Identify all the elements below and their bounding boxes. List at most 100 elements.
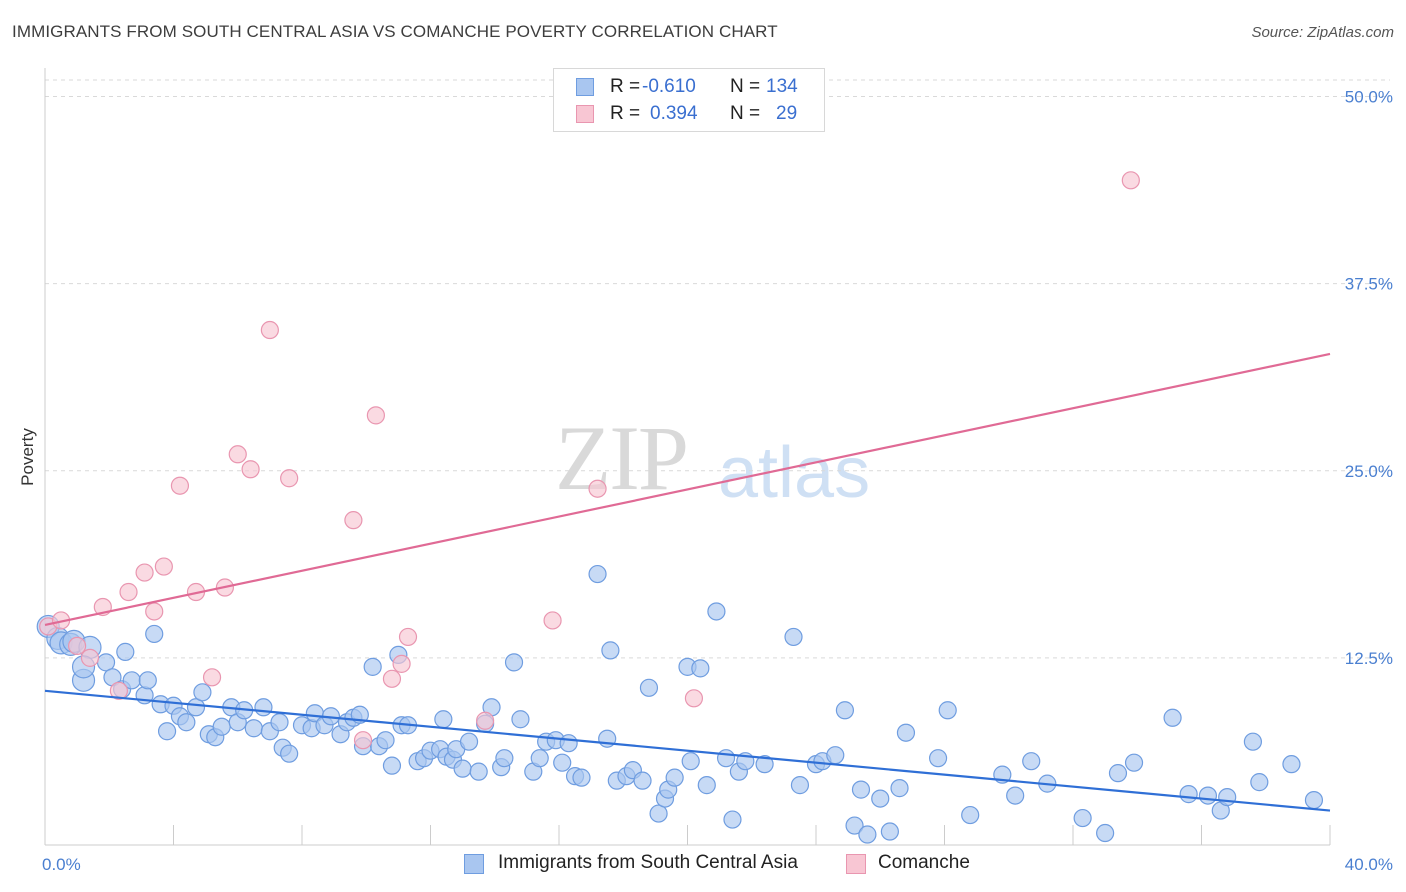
y-tick-label: 25.0% (1345, 462, 1393, 481)
point-comanche (476, 711, 495, 730)
point-comanche (398, 627, 418, 647)
watermark-zip: ZIP (555, 407, 689, 509)
point-immigrants (1243, 732, 1263, 751)
trend-line-comanche (44, 352, 1331, 627)
point-immigrants (588, 564, 607, 584)
point-immigrants (1218, 787, 1237, 807)
point-immigrants (649, 804, 668, 823)
point-immigrants (212, 717, 231, 736)
bottom-legend-label-series-1: Immigrants from South Central Asia (498, 852, 798, 873)
y-tick-label: 50.0% (1345, 88, 1393, 107)
point-comanche (280, 469, 299, 488)
point-immigrants (697, 776, 716, 795)
point-immigrants (1073, 808, 1092, 828)
point-immigrants (280, 744, 299, 763)
watermark-atlas: atlas (718, 433, 871, 513)
point-comanche (588, 479, 607, 498)
point-immigrants (572, 768, 591, 787)
point-immigrants (434, 710, 453, 729)
point-immigrants (1304, 790, 1324, 810)
legend-r-value: -0.610 (642, 76, 696, 97)
legend-n-label: N = (730, 76, 761, 97)
source-label: Source: ZipAtlas.com (1251, 24, 1394, 41)
point-immigrants (845, 816, 864, 835)
bottom-legend-swatch-series-1 (464, 854, 484, 874)
point-immigrants (244, 719, 263, 738)
point-immigrants (459, 732, 479, 751)
point-immigrants (871, 789, 890, 808)
legend-n-label: N = (730, 103, 761, 124)
point-immigrants (511, 710, 530, 729)
point-immigrants (601, 641, 620, 660)
point-immigrants (1108, 764, 1128, 783)
point-comanche (145, 602, 164, 621)
point-immigrants (495, 749, 514, 768)
point-immigrants (835, 701, 855, 720)
point-immigrants (363, 657, 382, 676)
point-immigrants (961, 805, 980, 825)
data-points (36, 171, 1324, 844)
point-immigrants (784, 627, 803, 647)
legend-r-label: R = (610, 103, 641, 124)
point-immigrants (880, 822, 899, 841)
point-immigrants (928, 749, 948, 768)
point-comanche (260, 320, 279, 340)
point-immigrants (639, 678, 659, 697)
bottom-legend-swatch-series-2 (846, 854, 866, 874)
point-immigrants (896, 723, 916, 742)
point-comanche (228, 445, 247, 464)
point-immigrants (665, 768, 684, 787)
point-immigrants (504, 653, 524, 672)
point-immigrants (1179, 785, 1198, 804)
point-comanche (392, 654, 411, 673)
point-comanche (344, 511, 363, 530)
trend-line-immigrants (44, 689, 1331, 812)
axes (44, 68, 1331, 846)
point-immigrants (716, 749, 736, 768)
point-comanche (68, 636, 87, 655)
point-immigrants (254, 698, 273, 717)
point-comanche (119, 582, 138, 602)
point-comanche (543, 611, 562, 630)
point-immigrants (193, 683, 212, 702)
point-comanche (1121, 171, 1140, 190)
x-tick-label: 40.0% (1345, 855, 1393, 874)
point-immigrants (858, 825, 877, 844)
point-immigrants (1282, 755, 1301, 774)
point-immigrants (681, 752, 700, 771)
point-comanche (382, 669, 402, 688)
legend-n-value: 29 (776, 103, 798, 124)
point-comanche (202, 668, 222, 687)
point-comanche (366, 406, 385, 425)
point-immigrants (382, 756, 402, 775)
point-immigrants (157, 722, 177, 741)
correlation-legend: R = -0.610 N = 134 R = 0.394 N = 29 (553, 68, 825, 132)
point-immigrants (469, 762, 488, 781)
point-immigrants (851, 780, 871, 799)
point-comanche (353, 731, 373, 750)
point-immigrants (145, 624, 164, 644)
point-comanche (170, 476, 190, 495)
point-immigrants (1022, 752, 1041, 771)
point-immigrants (116, 642, 135, 661)
point-comanche (241, 460, 260, 479)
grid-lines (45, 79, 1390, 659)
trend-lines (44, 352, 1331, 812)
chart-title: IMMIGRANTS FROM SOUTH CENTRAL ASIA VS CO… (12, 22, 778, 41)
point-immigrants (270, 713, 289, 732)
y-axis-label: Poverty (18, 428, 37, 486)
point-immigrants (553, 753, 572, 772)
point-immigrants (691, 659, 710, 678)
y-tick-label: 12.5% (1345, 649, 1393, 668)
point-immigrants (723, 810, 742, 829)
point-immigrants (1163, 708, 1182, 727)
legend-swatch-series-2 (576, 105, 594, 123)
bottom-legend-label-series-2: Comanche (878, 852, 970, 873)
point-immigrants (890, 779, 909, 798)
point-immigrants (453, 759, 472, 778)
point-immigrants (755, 755, 774, 774)
point-comanche (80, 648, 100, 667)
legend-r-label: R = (610, 76, 641, 97)
point-immigrants (1124, 753, 1144, 772)
